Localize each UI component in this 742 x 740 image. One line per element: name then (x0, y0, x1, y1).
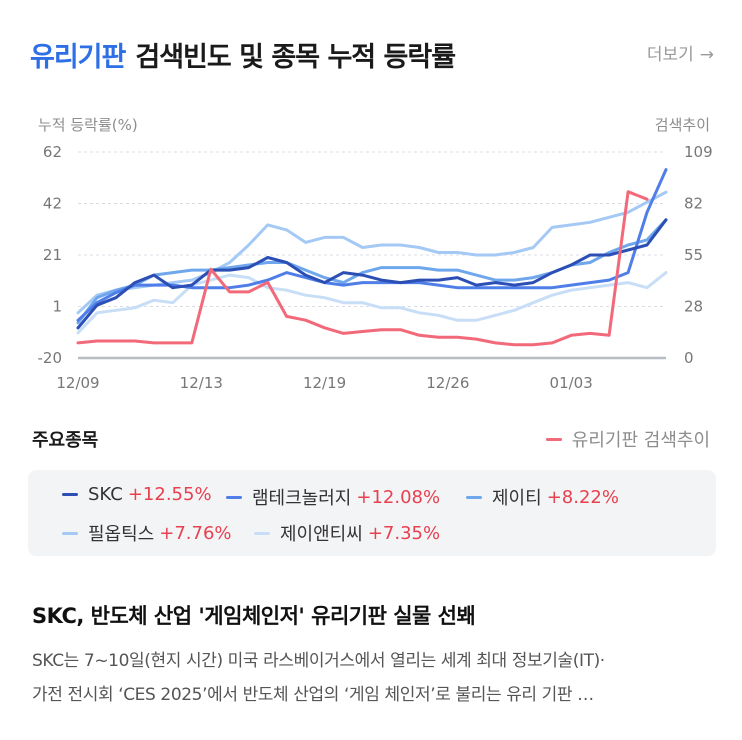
left-axis-title: 누적 등락률(%) (38, 116, 138, 134)
news-summary-line: 가전 전시회 ‘CES 2025’에서 반도체 산업의 ‘게임 체인저’로 불리… (32, 685, 594, 705)
legend-swatch (62, 493, 78, 496)
legend-swatch (254, 531, 270, 535)
y-tick-label-left: 62 (43, 143, 62, 161)
y-tick-label-right: 82 (684, 195, 703, 213)
search-trend-legend: 유리기판 검색추이 (545, 426, 710, 452)
series-line-1 (76, 168, 668, 322)
y-tick-label-left: -20 (38, 349, 63, 367)
y-tick-label-right: 0 (684, 349, 694, 367)
legend-swatch (466, 495, 482, 499)
y-tick-label-left: 42 (43, 195, 62, 213)
stock-name: SKC (88, 484, 123, 505)
y-tick-label-right: 55 (684, 246, 703, 264)
y-tick-label-left: 21 (43, 246, 62, 264)
x-tick-label: 01/03 (550, 374, 593, 392)
stock-item-jntc[interactable]: 제이앤티씨 +7.35% (254, 520, 440, 546)
more-label: 더보기 (646, 45, 694, 65)
title-text: 검색빈도 및 종목 누적 등락률 (135, 41, 456, 73)
stocks-section-label: 주요종목 (32, 430, 99, 451)
news-summary-line: SKC는 7~10일(현지 시간) 미국 라스베이거스에서 열리는 세계 최대 … (32, 651, 605, 671)
stock-change: +12.55% (127, 484, 212, 505)
y-tick-label-right: 28 (684, 298, 703, 316)
arrow-right-icon: → (699, 45, 714, 65)
stock-change: +7.76% (159, 522, 232, 544)
x-tick-label: 12/13 (180, 374, 223, 392)
news-headline[interactable]: SKC, 반도체 산업 '게임체인저' 유리기판 실물 선봬 (32, 604, 476, 628)
page-title: 유리기판 검색빈도 및 종목 누적 등락률 (30, 30, 456, 78)
series-line-3 (76, 190, 668, 315)
legend-swatch (226, 495, 242, 499)
stock-item-philoptics[interactable]: 필옵틱스 +7.76% (62, 520, 232, 546)
title-keyword: 유리기판 (30, 41, 126, 73)
series-line-5 (76, 190, 649, 347)
x-tick-label: 12/19 (303, 374, 346, 392)
stock-name: 제이앤티씨 (280, 524, 363, 545)
x-tick-label: 12/26 (426, 374, 469, 392)
series-line-4 (76, 271, 668, 335)
stock-item-jt[interactable]: 제이티 +8.22% (466, 484, 619, 510)
more-link[interactable]: 더보기 → (647, 40, 714, 65)
stock-change: +12.08% (356, 486, 441, 508)
legend-swatch (62, 531, 78, 535)
stock-name: 제이티 (492, 488, 542, 509)
stock-name: 필옵틱스 (88, 524, 155, 545)
line-chart: 62 109 42 82 21 55 1 28 -20 0 12/09 12/13 12/19 12/26… (38, 143, 713, 392)
search-trend-swatch (545, 437, 562, 441)
stock-list: SKC +12.55% 램테크놀러지 +12.08% 제이티 +8.22% 필옵… (28, 470, 716, 556)
stock-change: +8.22% (546, 486, 619, 508)
search-trend-label: 유리기판 검색추이 (571, 430, 710, 451)
stock-item-ramtech[interactable]: 램테크놀러지 +12.08% (226, 484, 440, 510)
stock-name: 램테크놀러지 (252, 488, 352, 509)
news-summary[interactable]: SKC는 7~10일(현지 시간) 미국 라스베이거스에서 열리는 세계 최대 … (32, 644, 712, 712)
x-tick-label: 12/09 (56, 374, 99, 392)
y-tick-label-left: 1 (52, 298, 62, 316)
stock-item-skc[interactable]: SKC +12.55% (62, 484, 212, 505)
series-line-0 (76, 218, 668, 330)
series-line-2 (76, 218, 668, 325)
right-axis-title: 검색추이 (654, 116, 710, 134)
stock-change: +7.35% (367, 522, 441, 544)
y-tick-label-right: 109 (684, 143, 713, 161)
